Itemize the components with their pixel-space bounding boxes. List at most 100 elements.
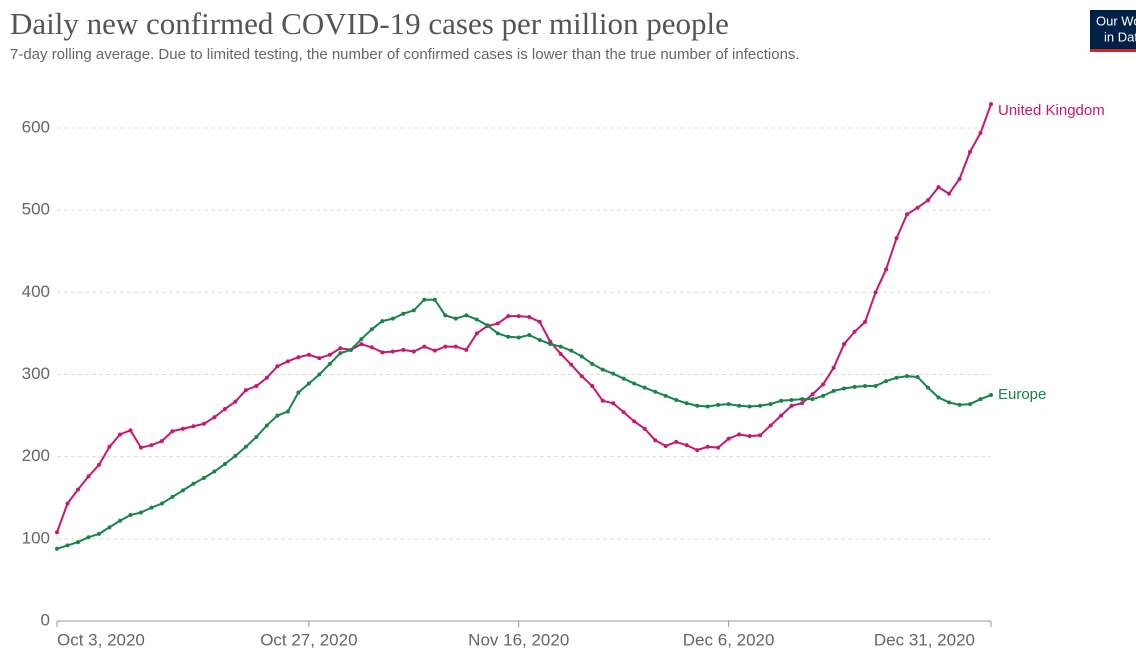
y-tick-label: 400 [22,282,50,301]
data-point [674,397,679,402]
data-point [506,334,511,339]
data-point [926,198,931,203]
data-point [170,429,175,434]
data-point [149,505,154,510]
data-point [233,453,238,458]
data-point [191,424,196,429]
data-point [684,401,689,406]
data-point [978,130,983,135]
y-tick-label: 600 [22,117,50,136]
data-point [327,352,332,357]
data-point [800,397,805,402]
data-point [863,319,868,324]
data-point [254,384,259,389]
data-point [495,331,500,336]
data-point [338,346,343,351]
data-point [747,434,752,439]
data-point [936,185,941,190]
data-point [159,501,164,506]
data-point [75,487,80,492]
logo-stripe [1090,49,1136,52]
data-point [758,433,763,438]
data-point [243,388,248,393]
data-point [296,390,301,395]
y-tick-label: 300 [22,364,50,383]
data-point [632,381,637,386]
data-point [894,375,899,380]
data-point [138,445,143,450]
data-point [516,314,521,319]
logo-text: in Data [1104,29,1136,44]
data-point [884,267,889,272]
data-point [989,102,993,107]
data-point [852,384,857,389]
data-point [443,313,448,318]
chart-title: Daily new confirmed COVID-19 cases per m… [10,6,729,41]
data-point [579,354,584,359]
data-point [978,397,983,402]
data-point [653,389,658,394]
data-point [653,438,658,443]
data-point [905,212,910,217]
data-point [600,367,605,372]
y-tick-label: 200 [22,446,50,465]
data-point [968,402,973,407]
data-point [548,342,553,347]
data-point [674,439,679,444]
data-point [558,351,563,356]
data-point [684,443,689,448]
data-point [800,401,805,406]
data-point [107,525,112,530]
data-point [359,337,364,342]
data-point [96,531,101,536]
data-point [663,393,668,398]
data-point [401,347,406,352]
data-point [873,290,878,295]
data-point [726,436,731,441]
data-point [432,297,437,302]
data-point [159,439,164,444]
data-point [86,474,91,479]
data-point [170,494,175,499]
x-tick-label: Dec 31, 2020 [874,630,975,649]
data-point [390,349,395,354]
data-point [621,376,626,381]
data-point [926,385,931,390]
data-point [285,409,290,414]
y-tick-label: 500 [22,200,50,219]
data-point [569,362,574,367]
data-point [821,382,826,387]
x-tick-label: Nov 16, 2020 [468,630,569,649]
data-point [831,388,836,393]
data-point [222,407,227,412]
data-point [737,432,742,437]
data-point [474,331,479,336]
data-point [569,348,574,353]
data-point [275,413,280,418]
data-point [663,443,668,448]
data-point [464,347,469,352]
data-point [327,361,332,366]
x-tick-label: Dec 6, 2020 [683,630,775,649]
data-point [55,546,59,551]
data-point [222,462,227,467]
data-point [642,426,647,431]
data-point [380,319,385,324]
data-point [716,402,721,407]
data-point [884,379,889,384]
logo [1090,10,1136,52]
data-point [768,402,773,407]
data-point [968,149,973,154]
data-point [453,344,458,349]
data-point [149,443,154,448]
data-point [863,384,868,389]
data-point [632,419,637,424]
data-point [779,413,784,418]
data-point [464,313,469,318]
data-point [411,308,416,313]
data-point [369,345,374,350]
data-point [75,540,80,545]
data-point [495,321,500,326]
data-point [128,428,133,433]
